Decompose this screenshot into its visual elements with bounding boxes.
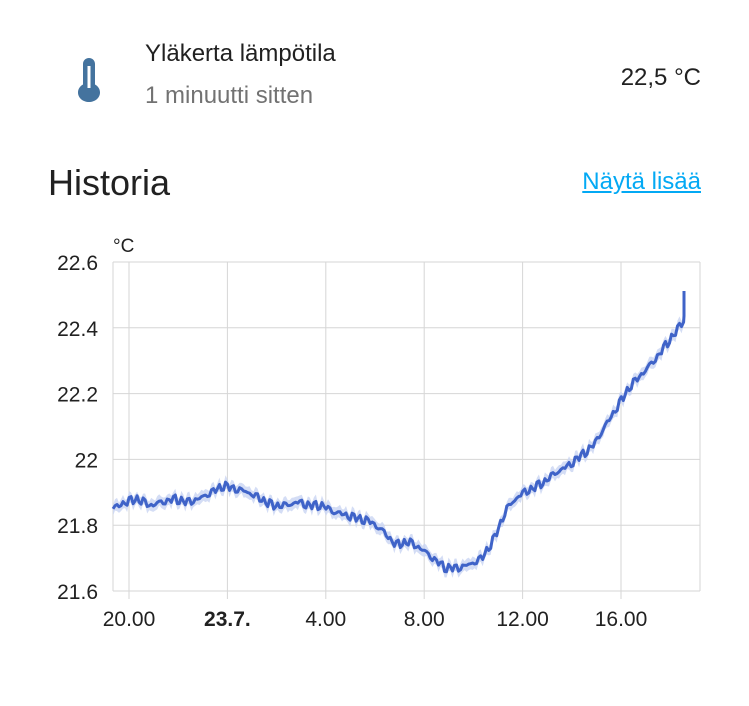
history-chart: 22.6 22.4 22.2 22 21.8 21.6 20.00 23.7. 4.00 8.00… [0,225,749,645]
unit-label: °C [113,236,134,257]
entity-name: Yläkerta lämpötila [145,40,336,67]
last-changed-text: 1 minuutti sitten [145,82,314,109]
entity-row[interactable]: Yläkerta lämpötila 1 minuutti sitten 22,… [0,0,749,130]
series-line[interactable] [111,291,686,574]
x-tick-label: 12.00 [496,608,549,631]
x-tick-label: 20.00 [103,608,156,631]
thermometer-icon [74,56,104,102]
history-chart-svg: 22.6 22.4 22.2 22 21.8 21.620.00 23.7. 4.00 8.00… [57,236,701,631]
x-tick-label: 16.00 [595,608,648,631]
y-tick-label: 22.6 [57,252,98,275]
x-tick-label: 4.00 [305,608,346,631]
y-tick-label: 22 [75,449,98,472]
x-tick-label: 8.00 [404,608,445,631]
y-tick-label: 22.4 [57,318,98,341]
y-tick-label: 21.8 [57,515,98,538]
entity-state-value: 22,5 °C [620,64,701,91]
history-title: Historia [48,162,171,203]
y-tick-label: 22.2 [57,384,98,407]
x-tick-label: 23.7. [204,608,251,631]
show-more-link[interactable]: Näytä lisää [582,168,701,195]
y-tick-label: 21.6 [57,581,98,604]
